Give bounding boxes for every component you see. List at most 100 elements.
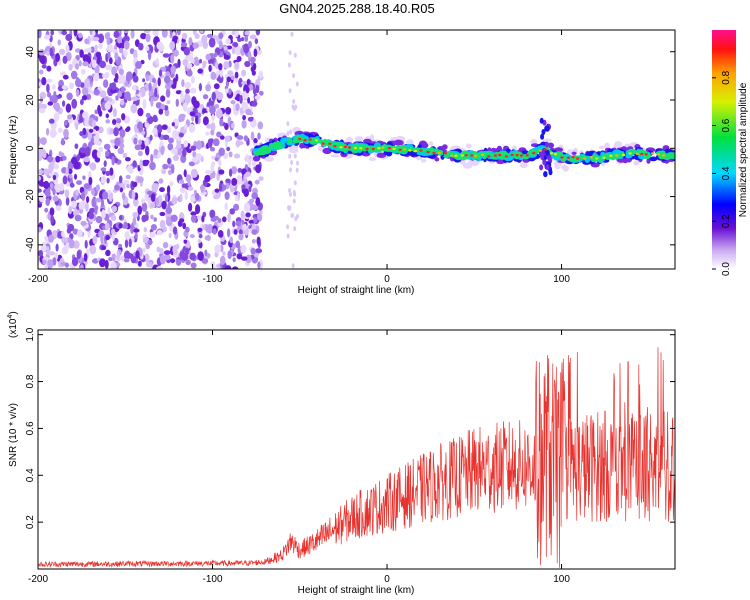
signal-core — [408, 149, 412, 152]
signal-blob — [614, 141, 623, 148]
signal-core — [333, 145, 337, 148]
noise-blob — [218, 40, 223, 50]
noise-blob — [209, 105, 216, 115]
noise-blob — [195, 204, 201, 215]
noise-blob — [117, 36, 123, 44]
noise-blob — [159, 211, 166, 217]
noise-blob — [223, 152, 229, 160]
noise-blob — [164, 84, 170, 90]
noise-blob — [162, 241, 169, 249]
noise-blob — [38, 175, 42, 181]
signal-core — [419, 149, 423, 152]
noise-blob — [171, 148, 178, 155]
colorbar-ticks: 0.0 0.2 0.4 0.6 0.8 — [712, 70, 732, 276]
noise-blob — [104, 222, 110, 231]
noise-blob — [122, 152, 128, 159]
noise-blob — [164, 108, 170, 117]
noise-blob — [232, 41, 239, 48]
noise-blob — [172, 35, 179, 41]
noise-blob — [38, 188, 42, 193]
noise-blob — [210, 71, 217, 80]
noise-blob — [254, 95, 261, 100]
noise-blob — [100, 176, 107, 184]
noise-blob — [157, 77, 161, 87]
noise-blob — [257, 261, 261, 269]
signal-core — [635, 152, 639, 155]
signal-blob — [434, 157, 440, 162]
noise-blob — [251, 100, 258, 107]
noise-blob — [189, 111, 196, 117]
noise-blob — [286, 121, 290, 127]
noise-blob — [89, 162, 97, 171]
signal-blob — [271, 142, 280, 149]
noise-blob — [152, 114, 158, 123]
noise-blob — [101, 209, 106, 219]
noise-blob — [184, 124, 188, 130]
noise-blob — [159, 187, 165, 193]
noise-blob — [150, 214, 154, 220]
noise-blob — [138, 42, 144, 51]
noise-blob — [89, 207, 96, 214]
signal-blob — [542, 138, 552, 142]
noise-blob — [190, 195, 196, 203]
noise-blob — [211, 91, 216, 102]
noise-blob — [40, 243, 47, 253]
noise-blob — [158, 69, 163, 77]
noise-blob — [123, 49, 128, 58]
noise-blob — [52, 195, 59, 202]
noise-blob — [126, 126, 131, 132]
noise-blob — [49, 47, 53, 57]
signal-blob — [544, 141, 549, 148]
noise-blob — [135, 61, 142, 69]
noise-blob — [230, 100, 236, 105]
noise-blob — [231, 177, 238, 186]
noise-blob — [170, 214, 178, 222]
noise-blob — [226, 228, 231, 238]
noise-blob — [67, 223, 75, 232]
noise-blob — [163, 250, 171, 256]
signal-core — [339, 146, 343, 149]
noise-blob — [117, 147, 125, 155]
noise-blob — [110, 214, 117, 221]
noise-blob — [167, 143, 174, 151]
noise-blob — [144, 193, 149, 202]
noise-blob — [197, 68, 203, 74]
signal-blob — [543, 171, 548, 178]
noise-blob — [109, 167, 114, 176]
noise-blob — [194, 192, 200, 201]
noise-blob — [294, 216, 298, 222]
noise-blob — [90, 46, 95, 53]
noise-blob — [46, 65, 52, 72]
noise-blob — [65, 33, 73, 42]
noise-blob — [253, 48, 258, 57]
noise-blob — [145, 262, 153, 268]
spectrogram-ytick-label: 40 — [25, 46, 36, 58]
colorbar-tick-label: 0.4 — [721, 166, 732, 180]
noise-blob — [71, 98, 78, 109]
signal-core — [381, 146, 385, 149]
noise-blob — [75, 63, 79, 70]
noise-blob — [180, 91, 184, 101]
noise-blob — [224, 265, 232, 269]
noise-blob — [172, 49, 179, 57]
noise-blob — [118, 68, 124, 76]
colorbar-label: Normalized spectral amplitude — [738, 82, 749, 217]
noise-blob — [235, 103, 240, 111]
noise-blob — [102, 73, 106, 79]
noise-blob — [171, 83, 177, 89]
noise-blob — [253, 217, 258, 224]
noise-blob — [205, 84, 212, 92]
signal-core — [493, 154, 498, 157]
noise-blob — [248, 219, 255, 224]
noise-blob — [198, 83, 202, 92]
noise-blob — [48, 234, 54, 243]
noise-blob — [224, 191, 230, 200]
noise-blob — [46, 245, 50, 256]
signal-blob — [393, 139, 403, 146]
noise-blob — [132, 197, 139, 207]
signal-core — [560, 156, 564, 159]
noise-blob — [238, 77, 243, 88]
noise-blob — [40, 137, 47, 146]
signal-blob — [542, 159, 547, 166]
noise-blob — [41, 64, 47, 69]
